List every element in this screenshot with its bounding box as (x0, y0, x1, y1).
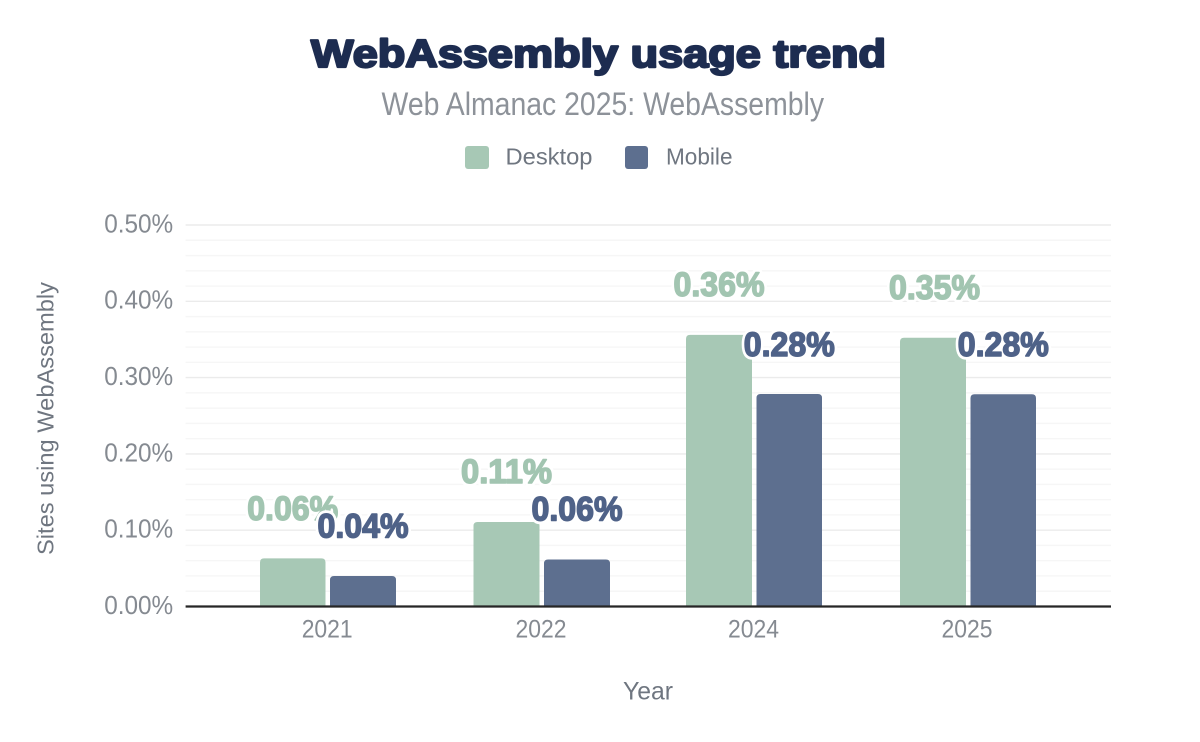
svg-text:0.00%: 0.00% (104, 590, 173, 620)
svg-text:0.28%: 0.28% (744, 326, 835, 364)
svg-text:0.06%: 0.06% (532, 491, 623, 529)
svg-text:0.30%: 0.30% (104, 361, 173, 391)
svg-text:0.10%: 0.10% (104, 514, 173, 544)
svg-text:0.06%: 0.06% (247, 490, 338, 528)
svg-text:0.06%: 0.06% (247, 490, 338, 528)
svg-text:2022: 2022 (516, 616, 567, 644)
svg-text:0.04%: 0.04% (318, 508, 409, 546)
svg-text:0.11%: 0.11% (461, 453, 552, 491)
svg-text:0.06%: 0.06% (532, 491, 623, 529)
svg-text:0.28%: 0.28% (958, 326, 1049, 364)
svg-text:0.28%: 0.28% (744, 326, 835, 364)
svg-text:0.28%: 0.28% (958, 326, 1049, 364)
svg-text:Sites using WebAssembly: Sites using WebAssembly (32, 281, 58, 555)
svg-text:Desktop: Desktop (506, 143, 593, 169)
svg-text:2021: 2021 (302, 616, 353, 644)
svg-text:2025: 2025 (942, 616, 993, 644)
svg-text:0.04%: 0.04% (318, 508, 409, 546)
svg-text:2024: 2024 (728, 616, 779, 644)
svg-text:0.11%: 0.11% (461, 453, 552, 491)
svg-text:Web Almanac 2025: WebAssembly: Web Almanac 2025: WebAssembly (382, 86, 825, 122)
svg-text:WebAssembly usage trend: WebAssembly usage trend (311, 33, 886, 76)
svg-text:Mobile: Mobile (666, 143, 733, 169)
svg-text:0.20%: 0.20% (104, 437, 173, 467)
svg-text:0.36%: 0.36% (674, 266, 765, 304)
svg-text:0.35%: 0.35% (889, 269, 980, 307)
svg-text:0.40%: 0.40% (104, 285, 173, 315)
svg-text:0.35%: 0.35% (889, 269, 980, 307)
svg-text:0.50%: 0.50% (104, 208, 173, 238)
svg-text:Year: Year (623, 678, 673, 706)
svg-text:0.36%: 0.36% (674, 266, 765, 304)
